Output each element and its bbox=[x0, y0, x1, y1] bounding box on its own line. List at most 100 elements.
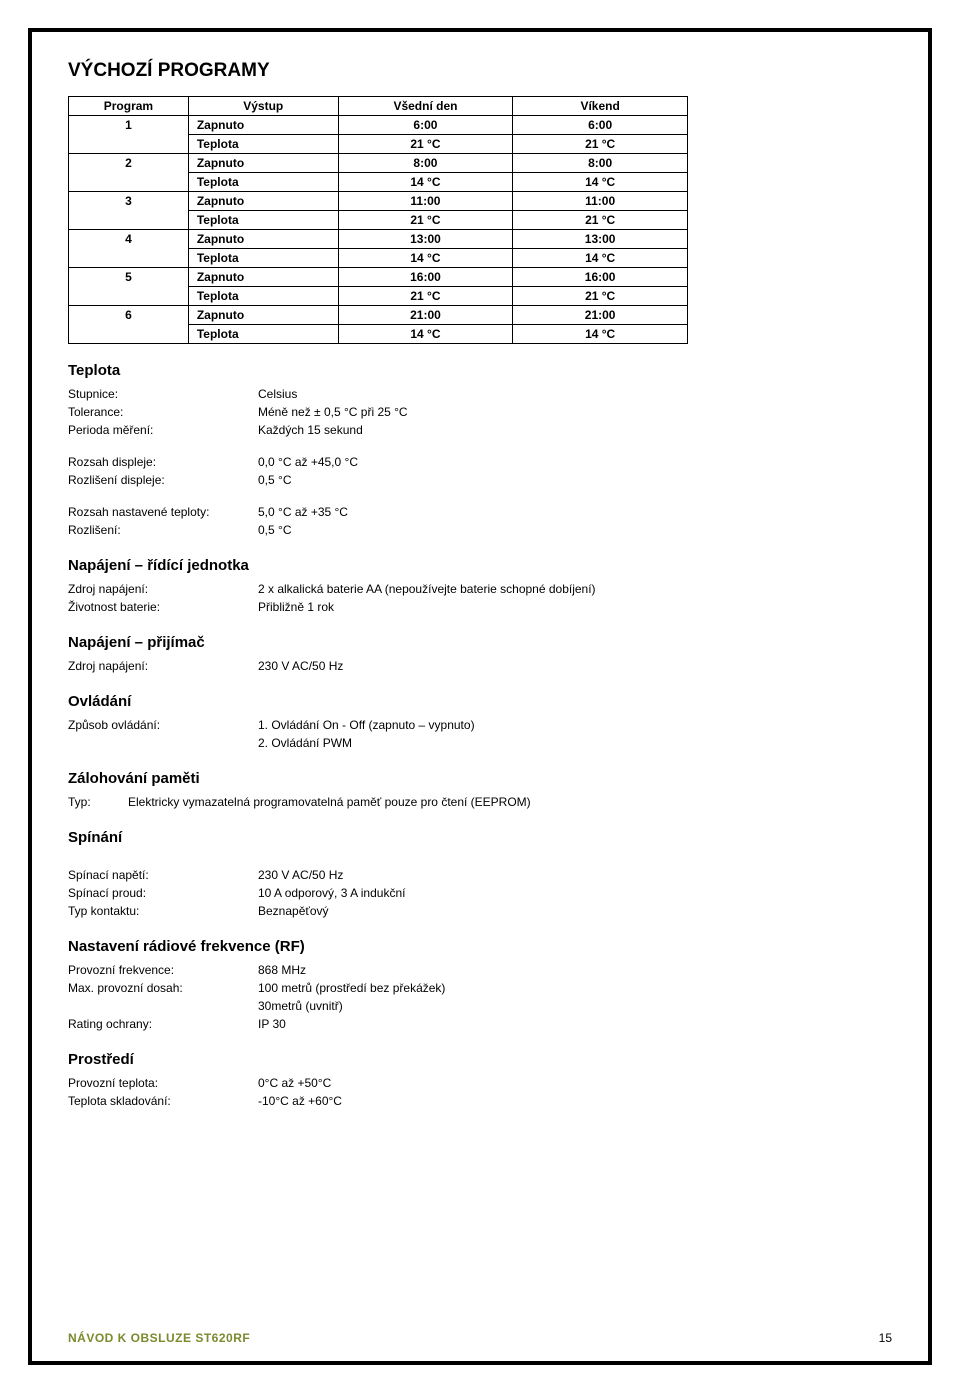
page-footer: NÁVOD K OBSLUZE ST620RF 15 bbox=[68, 1331, 892, 1345]
rf-block: Provozní frekvence:868 MHz Max. provozní… bbox=[68, 961, 892, 1033]
zalohovani-row: Typ: Elektricky vymazatelná programovate… bbox=[68, 793, 892, 811]
spec-label: Zdroj napájení: bbox=[68, 657, 258, 675]
cell-out-on: Zapnuto bbox=[188, 306, 338, 325]
spec-value: Celsius bbox=[258, 385, 297, 403]
table-row: 5 Zapnuto 16:00 16:00 bbox=[69, 268, 688, 287]
th-program: Program bbox=[69, 97, 189, 116]
section-zalohovani-heading: Zálohování paměti bbox=[68, 770, 892, 787]
page-frame: VÝCHOZÍ PROGRAMY Program Výstup Všední d… bbox=[28, 28, 932, 1365]
spec-value: IP 30 bbox=[258, 1015, 286, 1033]
programs-table-body: 1 Zapnuto 6:00 6:00 Teplota 21 °C 21 °C … bbox=[69, 116, 688, 344]
cell-we: 13:00 bbox=[513, 230, 688, 249]
cell-wd: 13:00 bbox=[338, 230, 513, 249]
spec-value: 0,5 °C bbox=[258, 521, 291, 539]
spec-value: 230 V AC/50 Hz bbox=[258, 657, 343, 675]
spec-label: Rating ochrany: bbox=[68, 1015, 258, 1033]
section-nap-prijimac-heading: Napájení – přijímač bbox=[68, 634, 892, 651]
section-teplota-heading: Teplota bbox=[68, 362, 892, 379]
th-weekday: Všední den bbox=[338, 97, 513, 116]
spec-row: Provozní frekvence:868 MHz bbox=[68, 961, 892, 979]
spec-row: 2. Ovládání PWM bbox=[68, 734, 892, 752]
spec-value: 30metrů (uvnitř) bbox=[258, 997, 343, 1015]
spec-row: Rozsah displeje:0,0 °C až +45,0 °C bbox=[68, 453, 892, 471]
cell-wd: 21 °C bbox=[338, 287, 513, 306]
cell-out-temp: Teplota bbox=[188, 287, 338, 306]
programs-table: Program Výstup Všední den Víkend 1 Zapnu… bbox=[68, 96, 688, 344]
spec-value: 2 x alkalická baterie AA (nepoužívejte b… bbox=[258, 580, 596, 598]
teplota-block2: Rozsah displeje:0,0 °C až +45,0 °C Rozli… bbox=[68, 453, 892, 489]
spec-label: Provozní frekvence: bbox=[68, 961, 258, 979]
table-row: 1 Zapnuto 6:00 6:00 bbox=[69, 116, 688, 135]
section-rf-heading: Nastavení rádiové frekvence (RF) bbox=[68, 938, 892, 955]
spec-label: Spínací napětí: bbox=[68, 866, 258, 884]
cell-out-on: Zapnuto bbox=[188, 268, 338, 287]
cell-wd: 6:00 bbox=[338, 116, 513, 135]
spec-row: Životnost baterie:Přibližně 1 rok bbox=[68, 598, 892, 616]
spec-value: 0,0 °C až +45,0 °C bbox=[258, 453, 358, 471]
spec-row: Spínací napětí:230 V AC/50 Hz bbox=[68, 866, 892, 884]
cell-we: 21 °C bbox=[513, 287, 688, 306]
cell-out-on: Zapnuto bbox=[188, 192, 338, 211]
cell-we: 16:00 bbox=[513, 268, 688, 287]
spec-row: 30metrů (uvnitř) bbox=[68, 997, 892, 1015]
cell-out-on: Zapnuto bbox=[188, 230, 338, 249]
spec-value: Přibližně 1 rok bbox=[258, 598, 334, 616]
table-row: 4 Zapnuto 13:00 13:00 bbox=[69, 230, 688, 249]
spec-label: Rozlišení displeje: bbox=[68, 471, 258, 489]
cell-out-temp: Teplota bbox=[188, 173, 338, 192]
cell-prog: 3 bbox=[69, 192, 189, 230]
spec-label: Životnost baterie: bbox=[68, 598, 258, 616]
teplota-block3: Rozsah nastavené teploty:5,0 °C až +35 °… bbox=[68, 503, 892, 539]
spec-row: Provozní teplota:0°C až +50°C bbox=[68, 1074, 892, 1092]
cell-wd: 14 °C bbox=[338, 249, 513, 268]
cell-wd: 21 °C bbox=[338, 211, 513, 230]
footer-title: NÁVOD K OBSLUZE ST620RF bbox=[68, 1331, 250, 1345]
cell-we: 21 °C bbox=[513, 211, 688, 230]
prostredi-block: Provozní teplota:0°C až +50°C Teplota sk… bbox=[68, 1074, 892, 1110]
spec-label: Rozlišení: bbox=[68, 521, 258, 539]
spec-label: Teplota skladování: bbox=[68, 1092, 258, 1110]
table-header-row: Program Výstup Všední den Víkend bbox=[69, 97, 688, 116]
cell-we: 21:00 bbox=[513, 306, 688, 325]
table-row: 2 Zapnuto 8:00 8:00 bbox=[69, 154, 688, 173]
th-output: Výstup bbox=[188, 97, 338, 116]
cell-wd: 11:00 bbox=[338, 192, 513, 211]
spec-label bbox=[68, 734, 258, 752]
spec-label: Typ kontaktu: bbox=[68, 902, 258, 920]
cell-out-on: Zapnuto bbox=[188, 116, 338, 135]
spec-label: Stupnice: bbox=[68, 385, 258, 403]
th-weekend: Víkend bbox=[513, 97, 688, 116]
cell-wd: 14 °C bbox=[338, 325, 513, 344]
cell-prog: 6 bbox=[69, 306, 189, 344]
spec-row: Zdroj napájení:2 x alkalická baterie AA … bbox=[68, 580, 892, 598]
spec-value: 0°C až +50°C bbox=[258, 1074, 331, 1092]
spec-row: Rozlišení displeje:0,5 °C bbox=[68, 471, 892, 489]
cell-wd: 8:00 bbox=[338, 154, 513, 173]
nap-prijimac-block: Zdroj napájení:230 V AC/50 Hz bbox=[68, 657, 892, 675]
cell-we: 6:00 bbox=[513, 116, 688, 135]
cell-out-on: Zapnuto bbox=[188, 154, 338, 173]
cell-we: 14 °C bbox=[513, 173, 688, 192]
cell-prog: 2 bbox=[69, 154, 189, 192]
spec-row: Spínací proud:10 A odporový, 3 A indukčn… bbox=[68, 884, 892, 902]
cell-prog: 5 bbox=[69, 268, 189, 306]
spec-row: Rating ochrany:IP 30 bbox=[68, 1015, 892, 1033]
cell-out-temp: Teplota bbox=[188, 325, 338, 344]
spec-label: Provozní teplota: bbox=[68, 1074, 258, 1092]
section-spinani-heading: Spínání bbox=[68, 829, 892, 846]
spec-value: 5,0 °C až +35 °C bbox=[258, 503, 348, 521]
spec-value: Elektricky vymazatelná programovatelná p… bbox=[128, 793, 531, 811]
cell-wd: 16:00 bbox=[338, 268, 513, 287]
cell-wd: 21 °C bbox=[338, 135, 513, 154]
table-row: 3 Zapnuto 11:00 11:00 bbox=[69, 192, 688, 211]
spec-row: Zdroj napájení:230 V AC/50 Hz bbox=[68, 657, 892, 675]
cell-wd: 14 °C bbox=[338, 173, 513, 192]
spec-value: 10 A odporový, 3 A indukční bbox=[258, 884, 405, 902]
spec-label: Typ: bbox=[68, 793, 128, 811]
spec-row: Teplota skladování:-10°C až +60°C bbox=[68, 1092, 892, 1110]
cell-we: 14 °C bbox=[513, 249, 688, 268]
table-row: 6 Zapnuto 21:00 21:00 bbox=[69, 306, 688, 325]
spec-label: Max. provozní dosah: bbox=[68, 979, 258, 997]
spec-label bbox=[68, 997, 258, 1015]
spec-row: Stupnice:Celsius bbox=[68, 385, 892, 403]
